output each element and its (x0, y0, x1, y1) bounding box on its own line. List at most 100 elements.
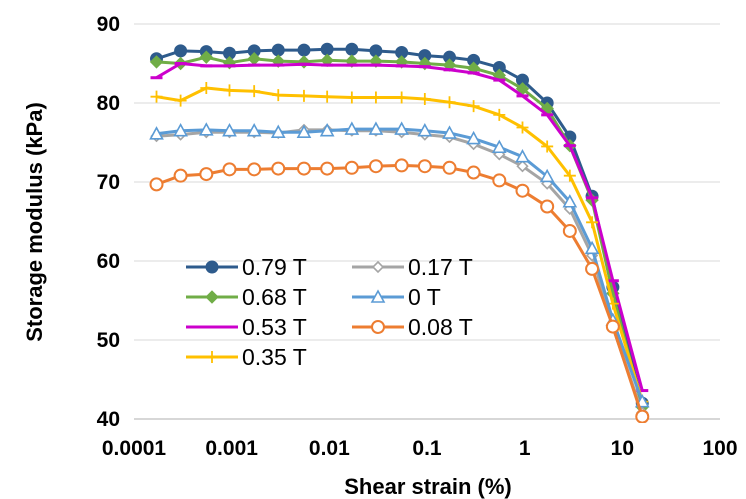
data-point (247, 162, 262, 177)
y-tick-label: 90 (97, 13, 120, 36)
data-point (466, 130, 481, 145)
series-0_35-T (150, 81, 649, 408)
y-tick-label: 40 (97, 408, 120, 431)
series-group (149, 42, 650, 423)
data-point (297, 89, 310, 102)
data-point (584, 240, 600, 255)
data-point (198, 122, 214, 136)
data-point (442, 160, 457, 175)
legend-label: 0.68 T (242, 284, 307, 310)
data-point (149, 55, 164, 69)
data-point (417, 122, 433, 137)
legend-item: 0.68 T (186, 284, 307, 310)
data-point (516, 160, 529, 173)
data-point (370, 289, 386, 303)
series-0_79-T (150, 42, 649, 410)
data-point (491, 139, 507, 154)
data-point (541, 140, 554, 153)
x-tick-labels: 0.0001 0.001 0.01 0.1 1 10 100 (102, 437, 738, 460)
data-point (205, 290, 219, 304)
data-point (173, 168, 188, 183)
legend: 0.79 T 0.17 T 0.68 T 0 T 0.53 T 0.08 T 0.35 T (186, 254, 473, 370)
data-point (563, 169, 576, 182)
data-point (345, 91, 358, 104)
data-point (271, 161, 286, 176)
data-point (173, 122, 188, 137)
data-point (443, 96, 456, 109)
x-tick-label: 0.01 (309, 437, 350, 460)
data-point (371, 320, 385, 334)
legend-item: 0 T (352, 284, 441, 310)
x-axis-label: Shear strain (%) (344, 474, 512, 499)
data-point (344, 160, 359, 175)
data-point (319, 122, 335, 137)
legend-item: 0.17 T (352, 254, 473, 280)
data-point (149, 126, 164, 140)
data-point (272, 89, 285, 102)
data-point (515, 149, 530, 163)
data-point (562, 223, 577, 238)
data-point (271, 43, 285, 57)
data-point (368, 121, 384, 135)
data-point (345, 42, 359, 56)
data-point (321, 90, 334, 103)
data-point (394, 158, 409, 173)
data-point (174, 44, 188, 58)
y-tick-labels: 40 50 60 70 80 90 (97, 13, 120, 431)
data-point (296, 161, 311, 176)
legend-item: 0.35 T (186, 344, 307, 370)
data-point (368, 159, 383, 174)
data-point (320, 161, 335, 176)
x-tick-label: 0.1 (412, 437, 442, 460)
legend-label: 0 T (408, 284, 441, 310)
data-point (466, 165, 481, 180)
y-tick-label: 70 (97, 171, 120, 194)
data-point (344, 121, 360, 135)
data-point (635, 409, 650, 423)
series-0-T (149, 121, 650, 408)
series-0_53-T (150, 62, 649, 393)
data-point (369, 91, 382, 104)
data-point (515, 183, 530, 198)
data-point (199, 167, 214, 182)
data-point (200, 81, 213, 94)
legend-item: 0.08 T (352, 314, 473, 340)
data-point (585, 261, 600, 276)
data-point (174, 94, 187, 107)
data-point (149, 177, 164, 192)
data-point (248, 85, 261, 98)
data-point (246, 122, 262, 137)
data-point (223, 84, 236, 97)
legend-label: 0.79 T (242, 254, 307, 280)
legend-label: 0.35 T (242, 344, 307, 370)
data-point (394, 121, 409, 135)
legend-label: 0.08 T (408, 314, 473, 340)
data-point (395, 91, 408, 104)
y-tick-label: 60 (97, 250, 120, 273)
data-point (297, 55, 311, 69)
data-point (205, 260, 219, 274)
y-tick-label: 50 (97, 329, 120, 352)
data-point (270, 124, 286, 139)
data-point (222, 162, 237, 177)
legend-item: 0.53 T (186, 314, 307, 340)
series-0_08-T (149, 158, 650, 423)
y-tick-label: 80 (97, 92, 120, 115)
data-point (540, 199, 555, 214)
x-tick-label: 0.001 (205, 437, 258, 460)
data-point (150, 90, 163, 103)
data-point (320, 42, 334, 56)
data-point (467, 100, 480, 113)
data-point (516, 121, 529, 134)
data-point (539, 168, 555, 183)
data-point (206, 351, 218, 363)
x-tick-label: 0.0001 (102, 437, 167, 460)
data-point (586, 216, 599, 229)
data-point (222, 122, 237, 137)
x-tick-label: 10 (611, 437, 634, 460)
data-point (371, 260, 385, 274)
data-point (418, 93, 431, 106)
y-axis-label: Storage modulus (kPa) (22, 102, 47, 342)
data-point (199, 50, 214, 64)
